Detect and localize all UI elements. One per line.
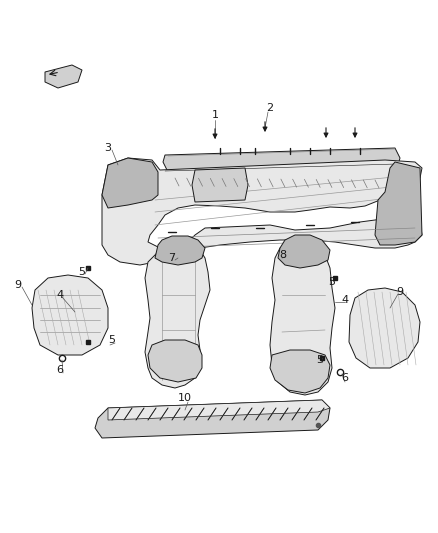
Polygon shape	[270, 350, 330, 393]
Polygon shape	[95, 400, 330, 438]
Text: 5: 5	[109, 335, 116, 345]
Text: 9: 9	[396, 287, 403, 297]
Text: 1: 1	[212, 110, 219, 120]
Text: 2: 2	[266, 103, 274, 113]
Text: 5: 5	[78, 267, 85, 277]
Polygon shape	[145, 242, 210, 388]
Polygon shape	[270, 244, 335, 395]
Text: 4: 4	[342, 295, 349, 305]
Text: 6: 6	[57, 365, 64, 375]
Polygon shape	[192, 168, 248, 202]
Polygon shape	[163, 148, 400, 172]
Polygon shape	[375, 162, 422, 245]
Text: 8: 8	[279, 250, 286, 260]
Text: 9: 9	[14, 280, 21, 290]
Text: 7: 7	[169, 253, 176, 263]
Polygon shape	[278, 235, 330, 268]
Polygon shape	[108, 400, 330, 420]
Polygon shape	[32, 275, 108, 355]
Polygon shape	[148, 340, 202, 382]
Text: 4: 4	[57, 290, 64, 300]
Polygon shape	[155, 236, 205, 265]
Polygon shape	[102, 158, 422, 265]
Polygon shape	[45, 65, 82, 88]
Text: 3: 3	[105, 143, 112, 153]
Polygon shape	[349, 288, 420, 368]
Text: 5: 5	[328, 277, 336, 287]
Text: 6: 6	[342, 373, 349, 383]
Text: 5: 5	[317, 355, 324, 365]
Polygon shape	[102, 158, 158, 208]
Text: 10: 10	[178, 393, 192, 403]
